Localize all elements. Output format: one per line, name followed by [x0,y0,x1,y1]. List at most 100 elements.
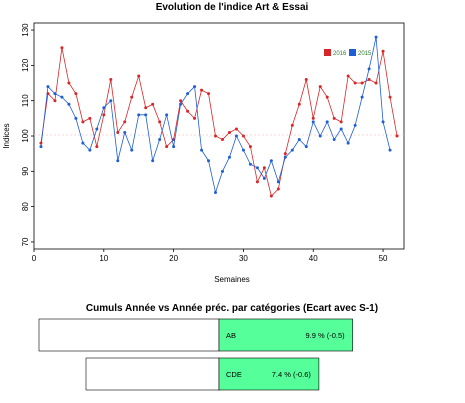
data-point-2016 [116,130,120,134]
series-layer [39,35,399,198]
bar-value-label: 7.4 % (-0.6) [272,370,312,379]
x-axis: 0 10 20 30 40 50 [32,249,388,263]
bar-category-label: CDE [226,370,242,379]
x-tick-label: 0 [32,254,37,263]
data-point-2015 [346,141,350,145]
data-point-2015 [290,148,294,152]
y-tick-label: 90 [21,166,30,175]
bar-value [218,318,353,352]
x-tick-label: 20 [169,254,178,263]
bars-layer: AB 9.9 % (-0.5) CDE 7.4 % (-0.6) [38,318,353,391]
data-point-2016 [151,102,155,106]
y-tick-label: 100 [21,129,30,143]
x-tick-label: 30 [239,254,248,263]
data-point-2015 [151,159,155,163]
bar-value [218,357,320,391]
data-point-2016 [353,81,357,85]
data-point-2016 [388,95,392,99]
data-point-2015 [234,134,238,138]
data-point-2016 [137,74,141,78]
y-axis-label: Indices [2,123,11,148]
data-point-2016 [81,120,85,124]
data-point-2015 [165,113,169,117]
data-point-2015 [144,113,148,117]
data-point-2016 [95,145,99,149]
data-point-2015 [116,159,120,163]
data-point-2015 [283,155,287,159]
data-point-2016 [74,92,78,96]
legend-label-2015: 2015 [358,51,372,57]
data-point-2015 [241,148,245,152]
data-point-2016 [220,138,224,142]
x-tick-label: 40 [309,254,318,263]
x-axis-label: Semaines [214,275,250,284]
data-point-2015 [304,145,308,149]
data-point-2015 [186,92,190,96]
data-point-2015 [381,120,385,124]
data-point-2015 [88,148,92,152]
data-point-2016 [207,92,211,96]
bar-value-label: 9.9 % (-0.5) [305,331,345,340]
data-point-2015 [95,127,99,131]
y-tick-label: 130 [21,23,30,37]
data-point-2016 [123,120,127,124]
data-point-2015 [158,138,162,142]
data-point-2016 [297,102,301,106]
data-point-2016 [311,116,315,120]
data-point-2015 [318,134,322,138]
data-point-2016 [255,180,259,184]
y-tick-label: 70 [21,237,30,246]
data-point-2015 [374,35,378,39]
data-point-2015 [332,138,336,142]
y-tick-label: 80 [21,202,30,211]
data-point-2015 [276,180,280,184]
data-point-2015 [130,148,134,152]
y-tick-label: 110 [21,94,30,107]
data-point-2016 [165,145,169,149]
data-point-2016 [276,187,280,191]
data-point-2015 [67,102,71,106]
data-point-2016 [88,116,92,120]
bar-base [85,357,220,391]
data-point-2015 [367,67,371,71]
data-point-2015 [60,95,64,99]
data-point-2016 [186,109,190,113]
x-tick-label: 10 [99,254,108,263]
data-point-2015 [325,120,329,124]
series-2015 [39,35,392,195]
legend-swatch-2016 [324,49,331,56]
data-point-2016 [53,99,57,103]
data-point-2015 [137,113,141,117]
data-point-2015 [193,85,197,89]
data-point-2015 [123,130,127,134]
data-point-2016 [248,145,252,149]
data-point-2015 [172,145,176,149]
y-axis: 70 80 90 100 110 120 130 [21,23,34,246]
data-point-2016 [227,130,231,134]
data-point-2015 [353,123,357,127]
data-point-2016 [214,134,218,138]
data-point-2016 [339,120,343,124]
data-point-2015 [311,120,315,124]
data-point-2016 [395,134,399,138]
data-point-2016 [102,113,106,117]
data-point-2016 [130,95,134,99]
data-point-2015 [262,176,266,180]
data-point-2015 [297,138,301,142]
data-point-2016 [158,120,162,124]
line-chart-title: Evolution de l'indice Art & Essai [156,2,309,13]
data-point-2015 [360,95,364,99]
data-point-2016 [346,74,350,78]
data-point-2015 [200,148,204,152]
data-point-2015 [207,159,211,163]
data-point-2016 [381,49,385,53]
legend-swatch-2015 [349,49,356,56]
data-point-2015 [388,148,392,152]
bar-category-label: AB [226,331,236,340]
data-point-2016 [269,194,273,198]
data-point-2016 [109,78,113,81]
data-point-2015 [109,99,113,103]
data-point-2015 [46,85,50,89]
data-point-2015 [53,92,57,96]
data-point-2015 [255,166,259,170]
